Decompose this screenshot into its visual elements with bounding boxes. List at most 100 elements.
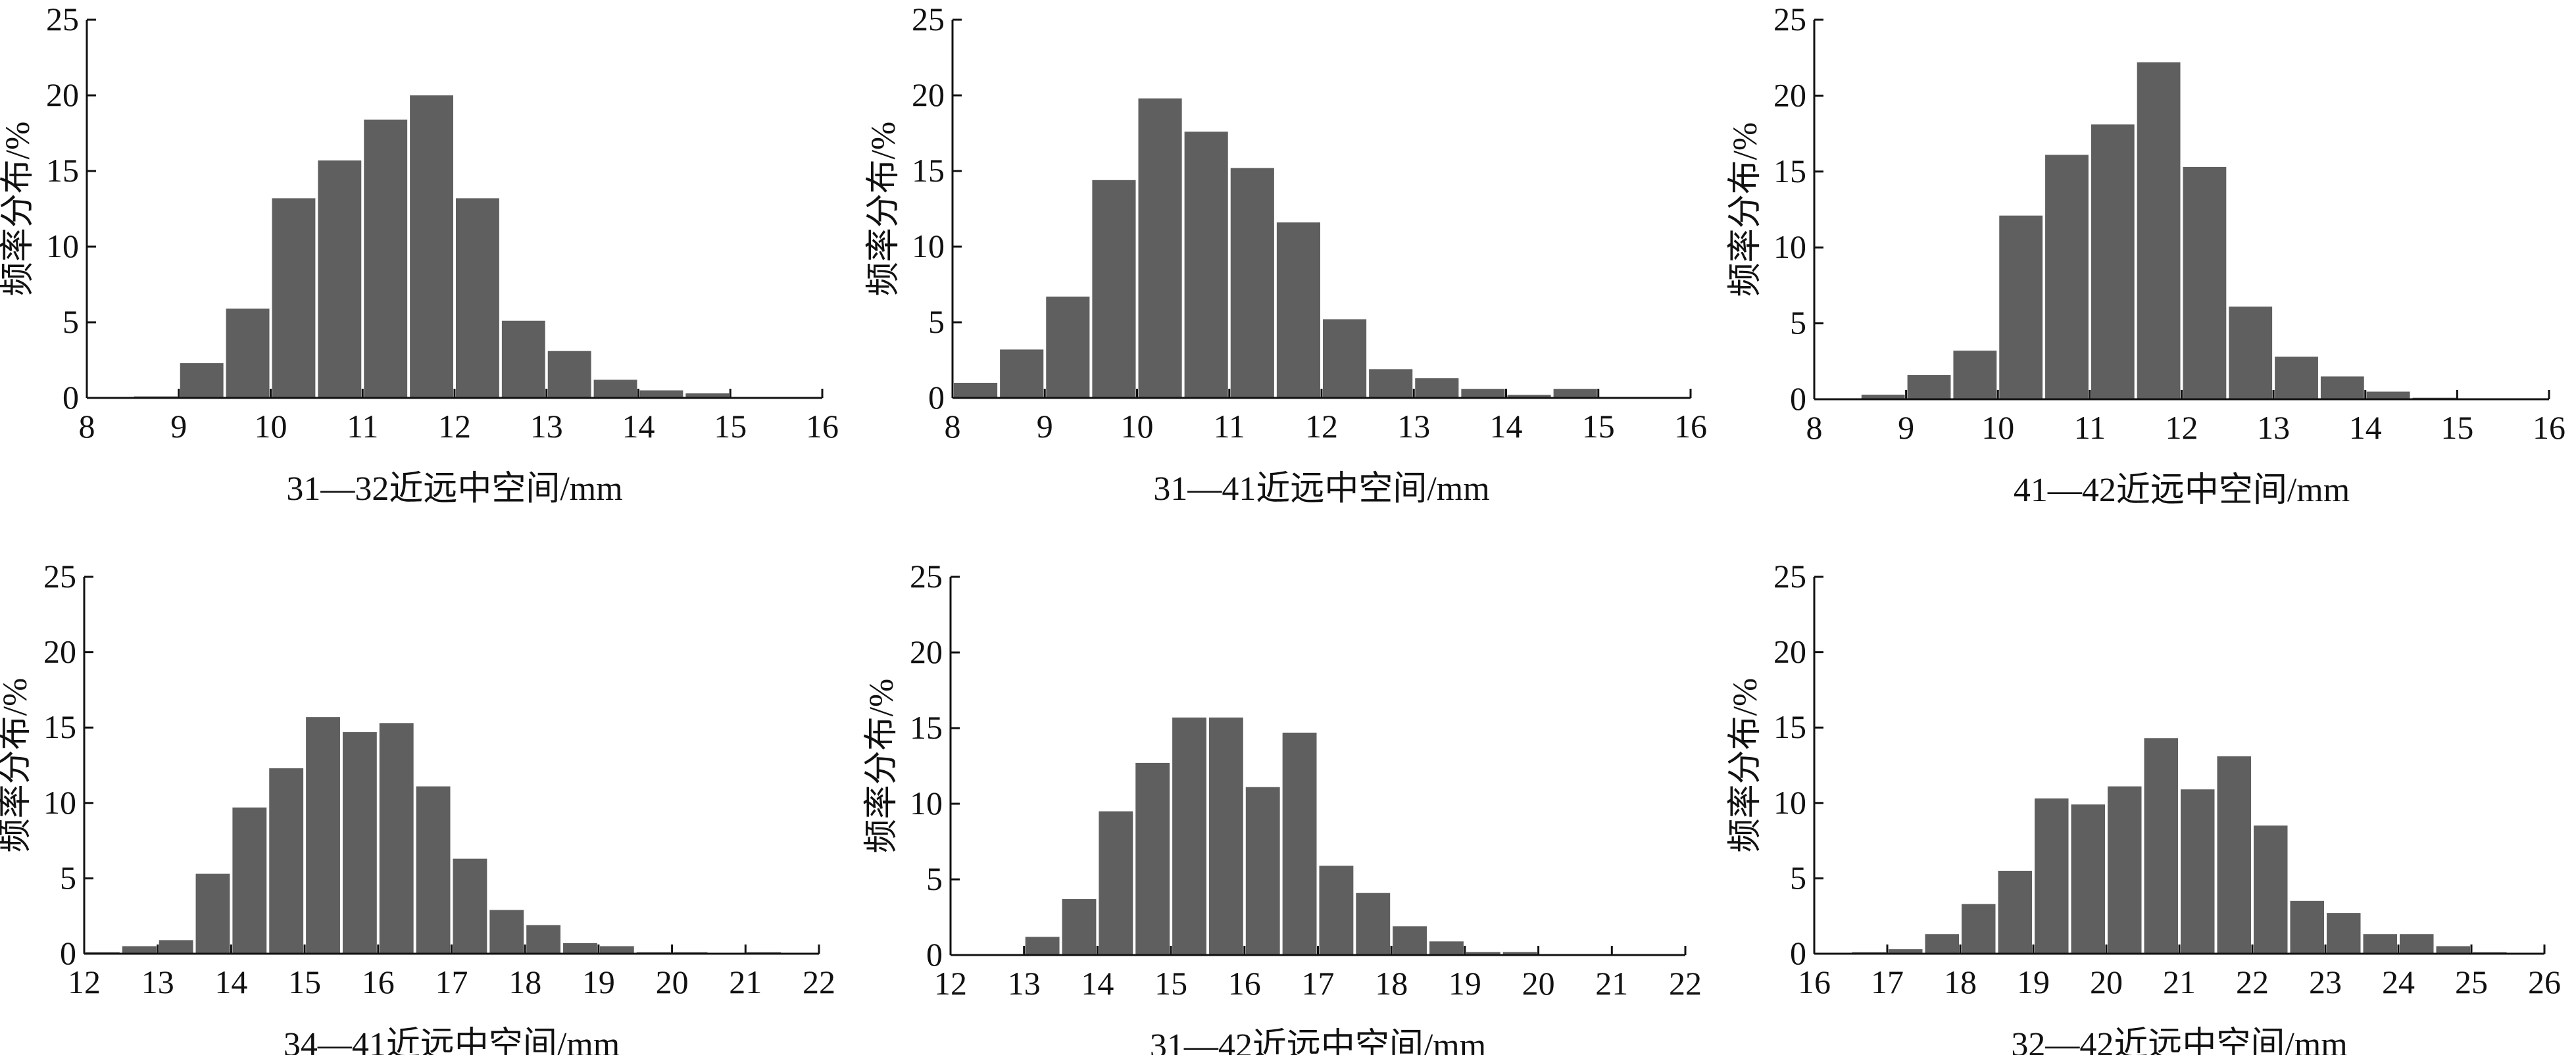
x-tick-label: 14 <box>1490 408 1523 445</box>
x-axis-title: 34—41近远中空间/mm <box>284 1026 620 1055</box>
x-tick-label: 18 <box>508 964 541 1000</box>
x-tick-label: 16 <box>1228 965 1261 1002</box>
x-tick-label: 16 <box>1674 408 1707 445</box>
histogram-bar <box>526 925 561 954</box>
x-tick-label: 15 <box>1582 408 1615 445</box>
x-tick-label: 17 <box>1871 964 1904 1000</box>
histogram-bar <box>1208 717 1243 955</box>
histogram-bar <box>2254 825 2288 954</box>
y-axis-title: 频率分布/% <box>0 678 34 853</box>
y-tick-label: 25 <box>43 558 76 595</box>
histogram-bar <box>2035 798 2069 954</box>
x-axis-title: 31—41近远中空间/mm <box>1153 470 1489 508</box>
histogram-bar <box>1135 762 1170 955</box>
y-tick-label: 15 <box>1773 708 1806 745</box>
histogram-bar <box>563 943 597 954</box>
histogram-bar <box>2436 946 2470 954</box>
histogram-bar <box>364 119 408 399</box>
histogram-bar <box>1099 811 1133 955</box>
histogram-bar <box>489 910 524 954</box>
chart-panel-4: 0 5 10 15 20 25 12 13 14 15 16 17 18 19 20 21 22 34—41近远中… <box>0 558 835 1055</box>
x-tick-label: 17 <box>1302 965 1335 1002</box>
x-tick-label: 15 <box>714 408 747 445</box>
histogram-bar <box>2290 900 2324 954</box>
histogram-bar <box>2363 934 2397 954</box>
y-tick-label: 5 <box>60 859 76 896</box>
histogram-bar <box>1502 952 1537 955</box>
histogram-bar <box>599 946 634 954</box>
x-axis-title: 31—42近远中空间/mm <box>1150 1027 1486 1055</box>
histogram-bar <box>2071 804 2105 954</box>
y-tick-label: 0 <box>926 936 943 973</box>
y-tick-label: 25 <box>1773 558 1806 595</box>
y-tick-label: 0 <box>60 935 76 971</box>
histogram-bar <box>1553 389 1597 398</box>
histogram-bar <box>1429 941 1464 955</box>
y-tick-label: 20 <box>1773 76 1806 113</box>
x-tick-label: 14 <box>1081 965 1114 1002</box>
x-tick-label: 13 <box>530 408 563 445</box>
histogram-bar <box>2137 62 2181 399</box>
x-tick-label: 16 <box>1798 964 1831 1000</box>
histogram-bar <box>2400 934 2434 954</box>
x-tick-label: 12 <box>438 408 471 445</box>
histogram-bar <box>1230 168 1274 398</box>
x-tick-label: 20 <box>2090 964 2123 1000</box>
x-tick-label: 14 <box>214 964 247 1000</box>
chart-panel-5: 0 5 10 15 20 25 12 13 14 15 16 17 18 19 20 21 22 31—42近远中… <box>863 558 1702 1055</box>
y-tick-label: 20 <box>912 76 945 113</box>
histogram-bar <box>1998 870 2032 954</box>
histogram-bar <box>2183 166 2227 399</box>
y-tick-label: 5 <box>928 303 945 340</box>
y-tick-label: 10 <box>910 785 943 822</box>
histogram-bar <box>453 858 487 954</box>
histogram-bar <box>272 198 316 398</box>
x-tick-label: 19 <box>1449 965 1481 1002</box>
y-tick-label: 10 <box>43 784 76 821</box>
x-tick-label: 15 <box>2440 409 2473 446</box>
histogram-bar <box>1245 787 1280 955</box>
y-axis-title: 频率分布/% <box>863 679 901 854</box>
histogram-bar <box>2091 124 2135 399</box>
histogram-bar <box>1461 389 1505 398</box>
histogram-bar <box>1925 934 1959 954</box>
x-tick-label: 18 <box>1944 964 1977 1000</box>
y-tick-label: 0 <box>928 379 945 416</box>
x-tick-label: 12 <box>68 964 101 1000</box>
histogram-bar <box>2217 756 2251 954</box>
histogram-bar <box>593 380 637 398</box>
histogram-bar <box>1172 717 1206 955</box>
histogram-bar <box>501 320 545 398</box>
histogram-bar <box>2144 738 2178 954</box>
x-axis-title: 31—32近远中空间/mm <box>286 470 622 508</box>
y-tick-label: 5 <box>1790 859 1806 896</box>
histogram-bar <box>2275 356 2318 399</box>
y-tick-label: 5 <box>1790 305 1806 341</box>
x-tick-label: 13 <box>1397 408 1430 445</box>
x-tick-label: 12 <box>1305 408 1338 445</box>
histogram-bar <box>1415 378 1459 398</box>
histogram-bar <box>1319 866 1354 955</box>
x-tick-label: 22 <box>2236 964 2269 1000</box>
histogram-bar <box>1282 732 1317 955</box>
x-axis-title: 32—42近远中空间/mm <box>2011 1026 2347 1055</box>
chart-panel-6: 0 5 10 15 20 25 16 17 18 19 20 21 22 23 24 25 26 32—42近远中… <box>1727 558 2561 1055</box>
x-tick-label: 25 <box>2455 964 2488 1000</box>
histogram-bar <box>1907 375 1951 399</box>
x-tick-label: 19 <box>2017 964 2050 1000</box>
y-axis-title: 频率分布/% <box>1727 122 1764 297</box>
y-tick-label: 20 <box>43 633 76 670</box>
chart-panel-1: 0 5 10 15 20 25 8 9 10 11 12 13 14 15 16 31—32近远中空间/mm 频… <box>0 1 839 508</box>
y-tick-label: 15 <box>910 709 943 746</box>
histogram-bar <box>410 95 453 398</box>
x-tick-label: 13 <box>1008 965 1041 1002</box>
histogram-bar <box>1092 180 1136 398</box>
histogram-bar <box>2327 913 2361 954</box>
x-tick-label: 22 <box>803 964 835 1000</box>
x-tick-label: 10 <box>255 408 287 445</box>
chart-panel-2: 0 5 10 15 20 25 8 9 10 11 12 13 14 15 16 31—41近远中空间/mm 频… <box>865 1 1707 508</box>
histogram-bar <box>1889 949 1923 954</box>
y-tick-label: 10 <box>46 228 79 264</box>
histogram-bar <box>1138 98 1182 398</box>
y-axis-title: 频率分布/% <box>865 122 903 297</box>
